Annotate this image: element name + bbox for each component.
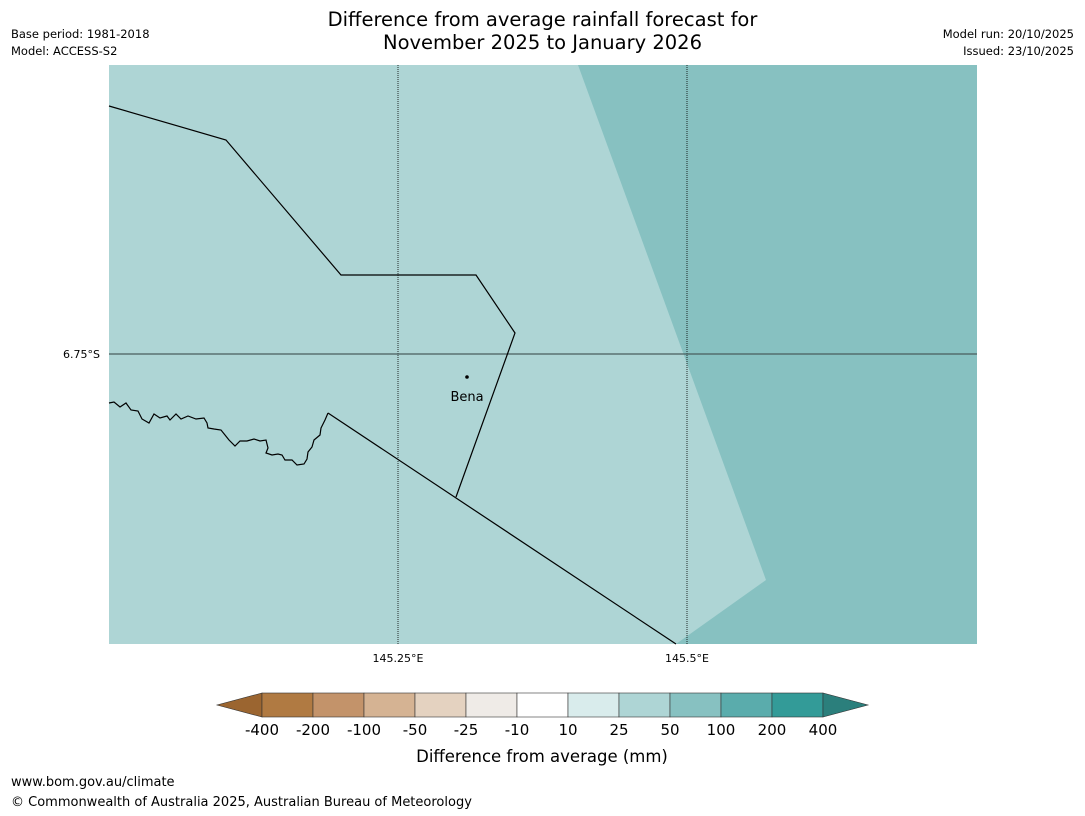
province-boundary: [108, 105, 516, 498]
title-line-1: Difference from average rainfall forecas…: [327, 8, 758, 31]
colorbar-tick-label: -100: [347, 721, 381, 739]
colorbar-swatch: [465, 692, 518, 718]
colorbar-swatch: [567, 692, 620, 718]
province-boundary: [327, 412, 677, 645]
title-line-2: November 2025 to January 2026: [383, 31, 702, 54]
issued-date: Issued: 23/10/2025: [963, 44, 1074, 58]
coastline: [108, 401, 329, 466]
footer-copyright: © Commonwealth of Australia 2025, Austra…: [11, 795, 472, 810]
colorbar-swatch: [363, 692, 416, 718]
lon-label: 145.5°E: [665, 652, 709, 665]
lon-label: 145.25°E: [373, 652, 424, 665]
colorbar-tick-label: 200: [758, 721, 787, 739]
colorbar-tick-label: 50: [660, 721, 679, 739]
colorbar-swatch: [414, 692, 467, 718]
colorbar-tick-label: -25: [454, 721, 479, 739]
colorbar-extend-low: [215, 692, 263, 718]
colorbar-tick-label: -10: [505, 721, 530, 739]
colorbar-extend-high: [822, 692, 870, 718]
colorbar-swatch: [618, 692, 671, 718]
colorbar-tick-label: -200: [296, 721, 330, 739]
colorbar-swatch: [771, 692, 824, 718]
meta-left: Base period: 1981-2018 Model: ACCESS-S2: [11, 26, 150, 60]
colorbar-swatch: [720, 692, 773, 718]
colorbar-swatch: [669, 692, 722, 718]
colorbar-label: Difference from average (mm): [416, 747, 668, 766]
colorbar-swatch: [312, 692, 365, 718]
colorbar-tick-label: -50: [403, 721, 428, 739]
colorbar-swatch: [261, 692, 314, 718]
colorbar-tick-label: 10: [558, 721, 577, 739]
town-marker: [465, 375, 469, 379]
town-label: Bena: [450, 390, 483, 405]
colorbar-ticks: -400 -200 -100 -50 -25 -10 10 25 50 100 200 400: [245, 721, 837, 739]
colorbar-tick-label: 100: [707, 721, 736, 739]
map-panel: Bena 6.75°S 145.25°E 145.5°E: [63, 65, 977, 665]
colorbar: -400 -200 -100 -50 -25 -10 10 25 50 100 200 400 Dif…: [215, 692, 870, 766]
colorbar-tick-label: -400: [245, 721, 279, 739]
model-name: Model: ACCESS-S2: [11, 44, 118, 58]
footer-url: www.bom.gov.au/climate: [11, 775, 175, 790]
colorbar-swatches: [215, 692, 870, 718]
colorbar-tick-label: 400: [809, 721, 838, 739]
chart-title: Difference from average rainfall forecas…: [0, 8, 1085, 54]
meta-right: Model run: 20/10/2025 Issued: 23/10/2025: [943, 26, 1074, 60]
lat-label: 6.75°S: [63, 348, 100, 361]
base-period: Base period: 1981-2018: [11, 27, 150, 41]
model-run: Model run: 20/10/2025: [942, 27, 1074, 41]
colorbar-swatch: [516, 692, 569, 718]
colorbar-tick-label: 25: [609, 721, 628, 739]
